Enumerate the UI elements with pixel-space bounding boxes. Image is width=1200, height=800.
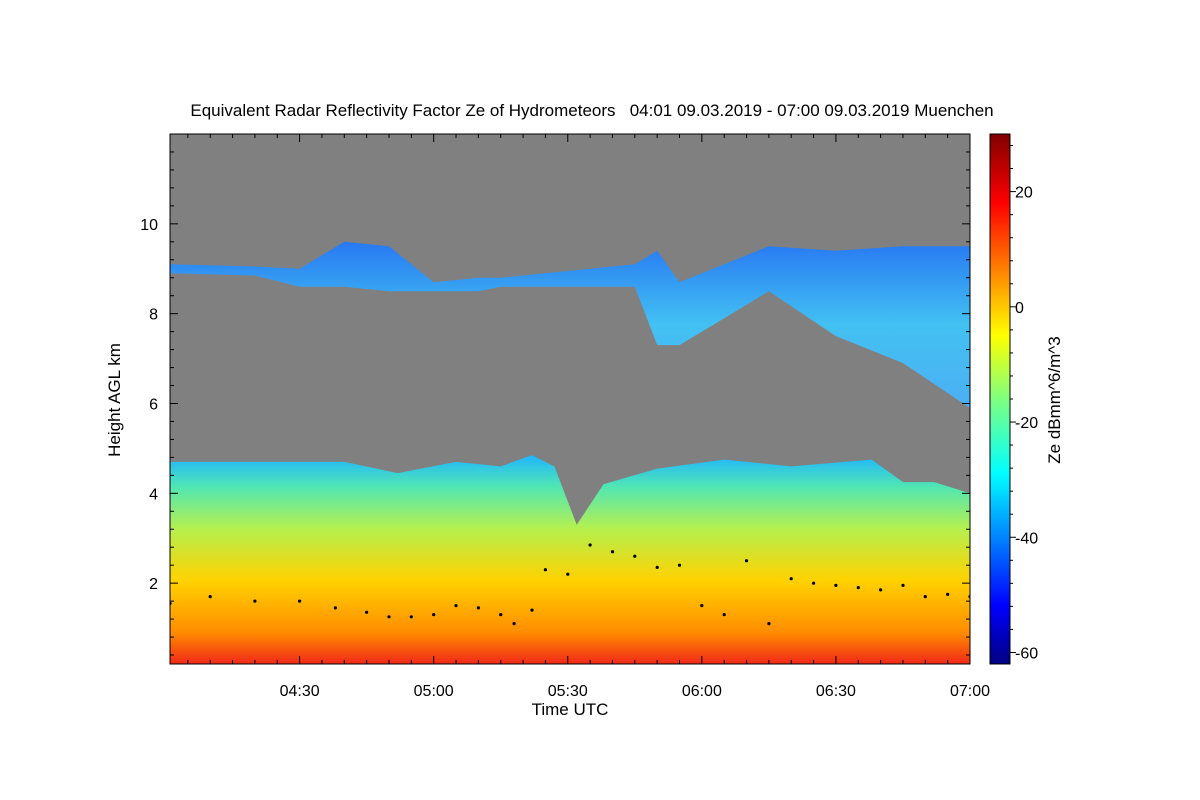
cloud-base-point	[365, 610, 369, 614]
cloud-base-point	[588, 543, 592, 547]
x-axis-label: Time UTC	[532, 700, 609, 719]
cloud-base-point	[432, 613, 436, 617]
cloud-base-markers	[170, 543, 970, 626]
cloud-base-point	[633, 554, 637, 558]
x-tick-label: 05:30	[548, 683, 588, 700]
x-tick-label: 04:30	[280, 683, 320, 700]
cloud-base-point	[834, 583, 838, 588]
colorbar-tick-label: -40	[1015, 530, 1038, 547]
x-axis: 04:30 05:00 05:30 06:00 06:30 07:00	[187, 134, 990, 700]
y-axis-label: Height AGL km	[105, 343, 124, 457]
x-tick-label: 06:30	[816, 683, 856, 700]
colorbar-tick-label: -60	[1015, 645, 1038, 662]
cloud-base-point	[789, 577, 793, 581]
cloud-base-point	[208, 595, 212, 599]
upper-cloud-layer	[170, 241, 970, 408]
cloud-base-point	[744, 559, 749, 563]
y-tick-label: 6	[149, 396, 158, 413]
cloud-base-point	[812, 581, 816, 585]
cloud-base-point	[767, 622, 771, 626]
plot-frame	[169, 133, 971, 665]
y-tick-label: 4	[149, 486, 158, 503]
cloud-base-point	[879, 588, 883, 592]
cloud-base-point	[901, 583, 905, 588]
cloud-base-point	[677, 563, 682, 567]
cloud-base-point	[946, 592, 950, 597]
colorbar-label: Ze dBmm^6/m^3	[1045, 336, 1064, 463]
cloud-base-point	[476, 606, 480, 610]
cloud-base-point	[387, 615, 391, 619]
cloud-base-point	[856, 586, 860, 590]
cloud-base-point	[253, 599, 257, 603]
cloud-base-point	[610, 550, 615, 554]
colorbar-gradient	[989, 133, 1011, 665]
chart-title: Equivalent Radar Reflectivity Factor Ze …	[190, 101, 993, 120]
cloud-base-point	[409, 615, 413, 619]
reflectivity-field	[170, 241, 970, 664]
cloud-base-point	[543, 568, 548, 572]
y-tick-label: 8	[149, 307, 158, 324]
cloud-base-point	[298, 599, 302, 603]
cloud-base-point	[499, 613, 503, 617]
colorbar-tick-label: 0	[1015, 300, 1024, 317]
cloud-base-point	[512, 622, 516, 626]
colorbar-axis: 20 0 -20 -40 -60	[1010, 145, 1038, 662]
cloud-base-point	[454, 604, 458, 608]
x-tick-label: 06:00	[682, 683, 722, 700]
cloud-base-point	[923, 595, 927, 599]
y-tick-label: 2	[149, 576, 158, 593]
cloud-base-point	[333, 606, 337, 610]
colorbar-tick-label: 20	[1015, 185, 1033, 202]
x-tick-label: 05:00	[414, 683, 454, 700]
low-cloud-layer	[170, 455, 970, 664]
colorbar: 20 0 -20 -40 -60 Ze dBmm^6/m^3	[989, 133, 1064, 665]
y-axis: 2 4 6 8 10	[140, 151, 970, 656]
cloud-base-point	[700, 604, 704, 608]
plot-area	[170, 134, 970, 664]
cloud-base-point	[566, 572, 570, 576]
y-tick-label: 10	[140, 217, 158, 234]
cloud-base-point	[530, 608, 534, 612]
cloud-base-point	[722, 613, 726, 617]
colorbar-tick-label: -20	[1015, 415, 1038, 432]
x-tick-label: 07:00	[950, 683, 990, 700]
cloud-base-point	[655, 565, 659, 570]
